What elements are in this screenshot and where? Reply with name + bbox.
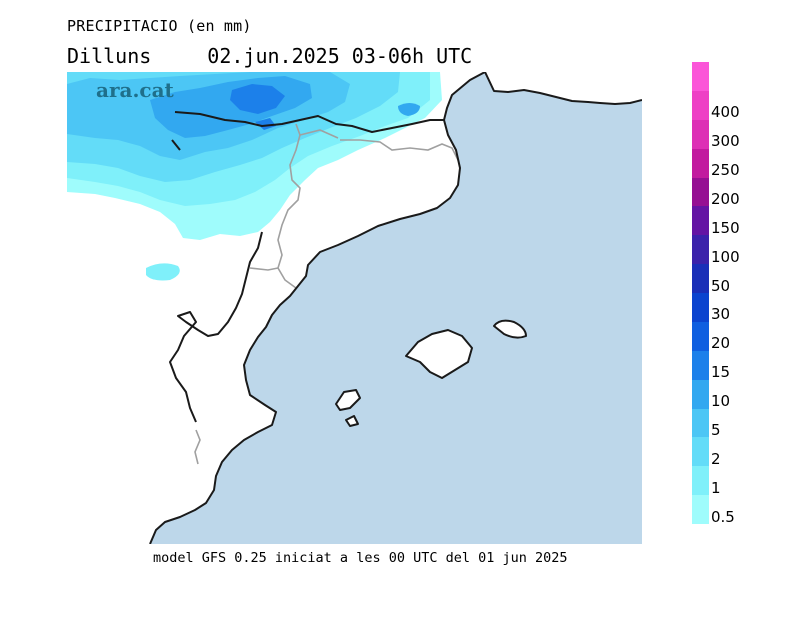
island-mallorca: [405, 329, 473, 379]
legend-swatch: [692, 119, 709, 149]
legend-label: 200: [711, 189, 740, 208]
forecast-date-time: 02.jun.2025 03-06h UTC: [207, 44, 473, 68]
precipitation-field: [67, 72, 442, 281]
precip-0.5mm-isolated: [146, 263, 180, 281]
precip-10mm-patch: [398, 103, 420, 116]
legend-label: 1: [711, 478, 721, 497]
legend-label: 50: [711, 276, 731, 295]
coastline: [149, 72, 642, 544]
legend-label: 0.5: [711, 507, 735, 526]
legend-label: 300: [711, 132, 740, 151]
legend-swatch: [692, 62, 709, 91]
legend-swatch: [692, 350, 709, 380]
forecast-day: Dilluns: [67, 44, 152, 68]
legend-label: 5: [711, 420, 721, 439]
legend-label: 20: [711, 334, 731, 353]
legend-swatch: [692, 495, 709, 524]
forecast-period: Dilluns 02.jun.2025 03-06h UTC: [67, 44, 472, 68]
legend-swatch: [692, 408, 709, 438]
legend-label: 250: [711, 161, 740, 180]
island-menorca: [493, 319, 527, 339]
region-borders: [194, 123, 459, 465]
model-run-caption: model GFS 0.25 iniciat a les 00 UTC del …: [153, 550, 568, 566]
legend-swatch: [692, 90, 709, 120]
legend-swatch: [692, 206, 709, 236]
land-area-north-east: [485, 72, 642, 104]
precipitation-legend: 0.5 1 2 5 10 15 20 30 50 100 150 200 250 300 400: [692, 62, 782, 524]
island-eivissa: [335, 389, 361, 411]
legend-labels: 0.5 1 2 5 10 15 20 30 50 100 150 200 250 300 400: [711, 62, 781, 524]
legend-label: 30: [711, 305, 731, 324]
legend-color-bar: [692, 62, 709, 524]
legend-swatch: [692, 148, 709, 178]
island-formentera: [345, 415, 359, 427]
legend-swatch: [692, 235, 709, 265]
legend-label: 15: [711, 363, 731, 382]
legend-swatch: [692, 264, 709, 293]
ara-cat-logo: ara.cat: [96, 78, 174, 102]
legend-label: 150: [711, 218, 740, 237]
legend-label: 100: [711, 247, 740, 266]
legend-label: 10: [711, 392, 731, 411]
legend-swatch: [692, 437, 709, 467]
legend-swatch: [692, 177, 709, 207]
balearic-islands: [335, 319, 527, 427]
legend-label: 2: [711, 449, 721, 468]
precip-15mm: [230, 84, 285, 114]
legend-label: 400: [711, 103, 740, 122]
map-title: PRECIPITACIO (en mm): [67, 17, 252, 35]
legend-swatch: [692, 321, 709, 351]
legend-swatch: [692, 466, 709, 496]
legend-swatch: [692, 379, 709, 409]
legend-swatch: [692, 293, 709, 322]
precip-15mm-core: [255, 118, 276, 130]
